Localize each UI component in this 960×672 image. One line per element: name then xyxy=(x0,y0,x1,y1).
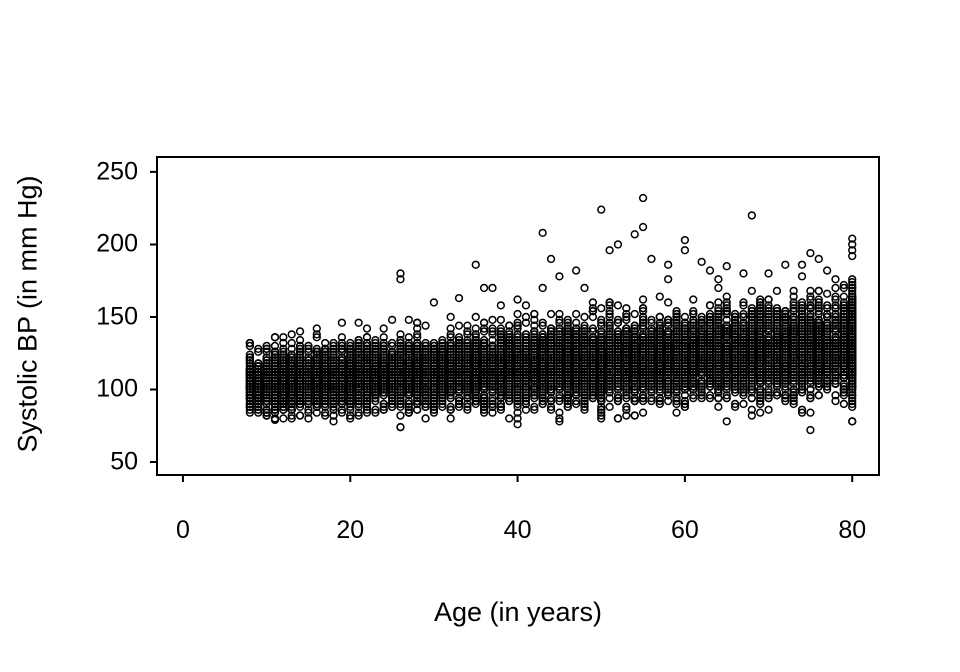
y-axis-title: Systolic BP (in mm Hg) xyxy=(12,175,43,453)
y-tick-label: 200 xyxy=(96,229,138,258)
x-tick-label: 60 xyxy=(670,516,699,544)
y-tick-label: 150 xyxy=(96,302,138,331)
y-tick-label: 250 xyxy=(96,157,138,186)
x-axis-title: Age (in years) xyxy=(433,597,603,627)
x-tick-label: 80 xyxy=(838,516,867,544)
x-tick-label: 0 xyxy=(175,516,190,544)
y-tick-label: 100 xyxy=(96,374,138,403)
x-tick-label: 20 xyxy=(336,516,365,544)
y-tick-label: 50 xyxy=(110,447,138,476)
x-tick-label: 40 xyxy=(503,516,532,544)
